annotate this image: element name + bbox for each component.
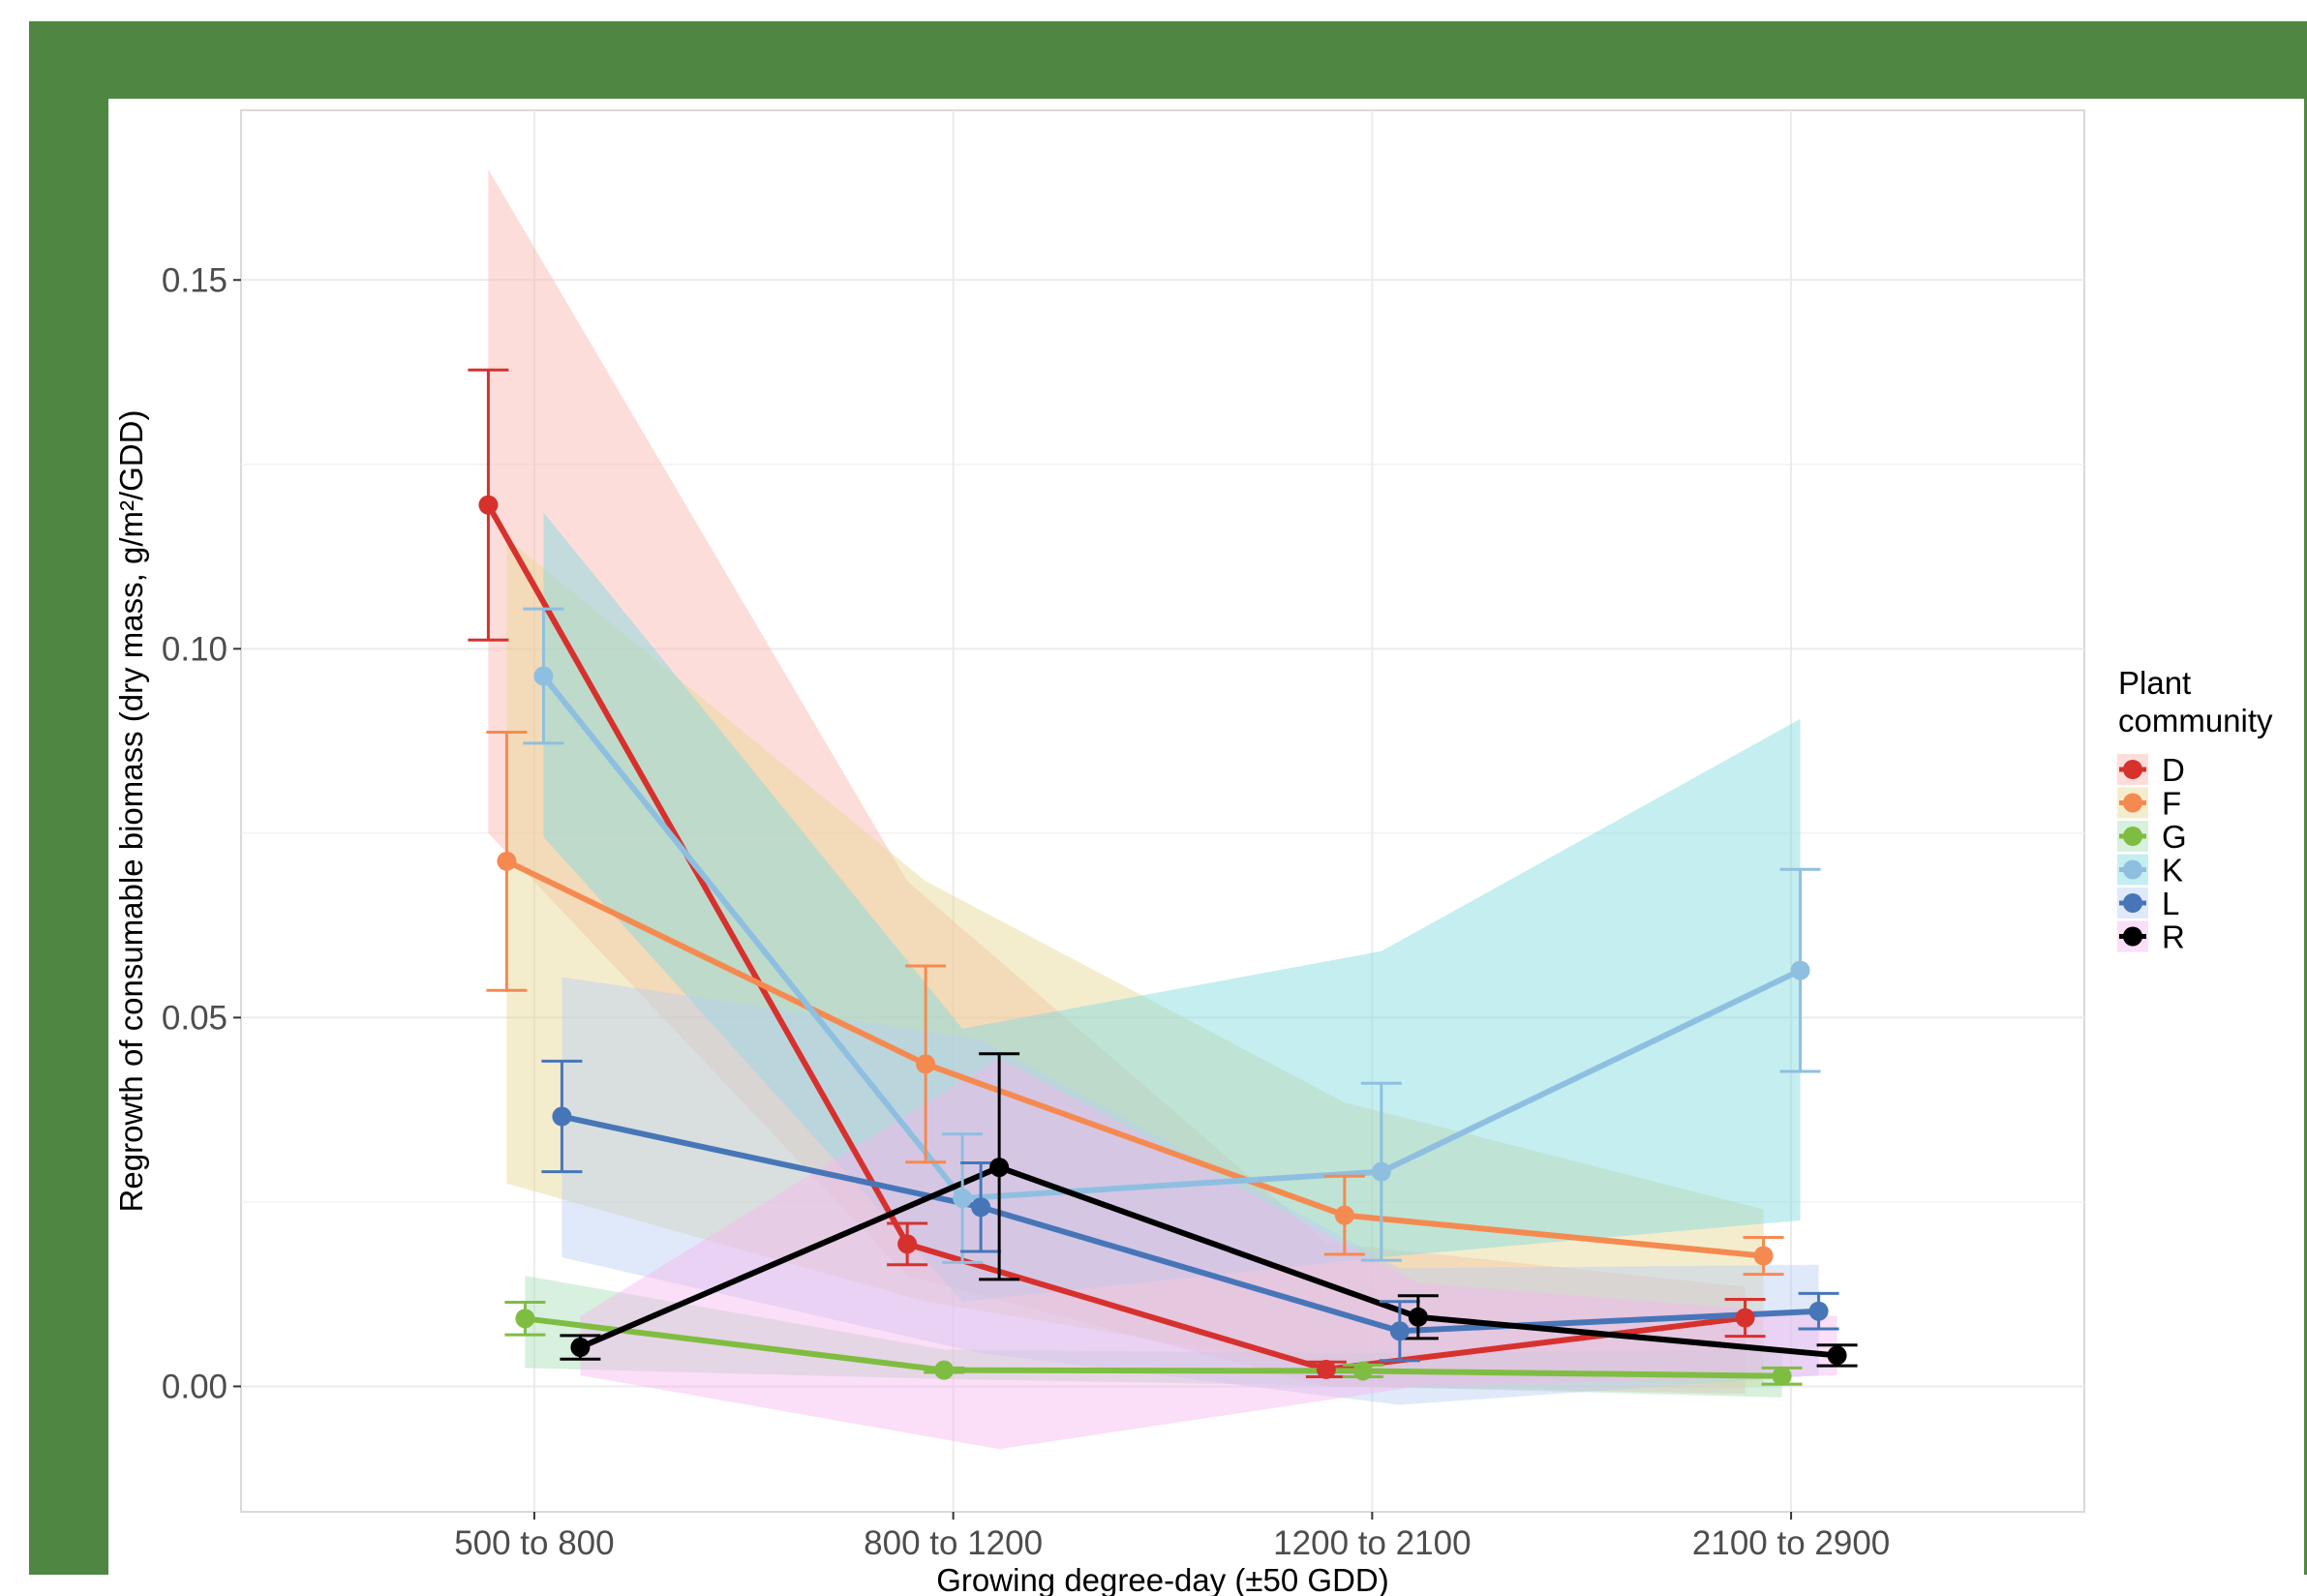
data-point-L xyxy=(1808,1301,1829,1321)
data-point-R xyxy=(989,1158,1010,1178)
confidence-band-L xyxy=(562,977,1819,1405)
data-point-L xyxy=(971,1197,991,1218)
data-point-K xyxy=(1371,1161,1391,1182)
y-tick-label: 0.05 xyxy=(162,999,228,1037)
data-point-L xyxy=(1389,1321,1410,1341)
confidence-band-G xyxy=(525,1276,1782,1398)
y-axis-title: Regrowth of consumable biomass (dry mass… xyxy=(113,410,149,1213)
x-tick-label: 500 to 800 xyxy=(454,1524,614,1562)
figure-frame: 0.00 0.05 0.10 0.15 500 to 800 800 to 1200 12… xyxy=(29,21,2307,1596)
data-point-R xyxy=(1408,1307,1428,1327)
data-points xyxy=(478,495,1847,1386)
legend-item-R: R xyxy=(2117,919,2185,955)
confidence-band-D xyxy=(488,168,1745,1395)
y-tick-label: 0.10 xyxy=(162,630,228,668)
legend-label-L: L xyxy=(2162,886,2179,921)
legend-item-F: F xyxy=(2117,786,2181,822)
figure-panel: 0.00 0.05 0.10 0.15 500 to 800 800 to 1200 12… xyxy=(108,99,2304,1596)
plot-panel xyxy=(240,109,2085,1513)
series-line-D xyxy=(485,503,1745,1372)
data-point-G xyxy=(1772,1366,1792,1386)
legend-title: Plant community xyxy=(2118,665,2273,738)
x-axis-ticks: 500 to 800 800 to 1200 1200 to 2100 2100 to… xyxy=(454,1512,1890,1562)
data-point-D xyxy=(478,495,499,515)
data-point-K xyxy=(533,666,554,686)
data-point-G xyxy=(1352,1361,1373,1381)
y-tick-label: 0.15 xyxy=(162,261,228,299)
data-point-F xyxy=(497,851,517,871)
confidence-band-K xyxy=(543,512,1801,1302)
x-axis-title: Growing degree-day (±50 GDD) xyxy=(936,1562,1388,1596)
data-point-D xyxy=(897,1234,918,1254)
x-tick-label: 1200 to 2100 xyxy=(1273,1524,1471,1562)
series-line-F xyxy=(505,858,1764,1259)
x-tick-label: 800 to 1200 xyxy=(864,1524,1043,1562)
data-point-F xyxy=(1753,1246,1774,1266)
x-tick-label: 2100 to 2900 xyxy=(1692,1524,1890,1562)
grid-lines xyxy=(241,110,2084,1512)
line-chart: 0.00 0.05 0.10 0.15 500 to 800 800 to 1200 12… xyxy=(113,109,2273,1596)
series-line-L xyxy=(561,1113,1819,1335)
series-line-G xyxy=(525,1315,1782,1379)
legend-item-D: D xyxy=(2117,752,2185,788)
data-point-R xyxy=(570,1338,591,1358)
confidence-band-R xyxy=(580,1058,1837,1450)
series-lines xyxy=(485,503,1837,1379)
y-tick-label: 0.00 xyxy=(162,1368,228,1405)
series-line-K xyxy=(541,674,1802,1202)
data-point-F xyxy=(916,1054,936,1074)
data-point-K xyxy=(1790,960,1810,980)
legend-label-G: G xyxy=(2162,819,2187,855)
data-point-K xyxy=(953,1189,973,1209)
legend-item-G: G xyxy=(2117,819,2187,855)
data-point-G xyxy=(934,1360,955,1380)
data-point-F xyxy=(1334,1205,1354,1225)
legend-item-K: K xyxy=(2117,853,2183,888)
data-point-L xyxy=(552,1106,572,1127)
series-line-R xyxy=(579,1164,1837,1359)
legend-label-F: F xyxy=(2162,786,2181,822)
legend-label-R: R xyxy=(2162,919,2185,955)
legend-label-K: K xyxy=(2162,853,2183,888)
data-point-D xyxy=(1735,1308,1755,1328)
legend-label-D: D xyxy=(2162,752,2185,788)
data-point-R xyxy=(1827,1345,1847,1366)
data-point-G xyxy=(515,1309,535,1329)
y-axis-ticks: 0.00 0.05 0.10 0.15 xyxy=(162,261,241,1405)
data-point-D xyxy=(1316,1359,1336,1379)
legend-item-L: L xyxy=(2117,886,2179,921)
